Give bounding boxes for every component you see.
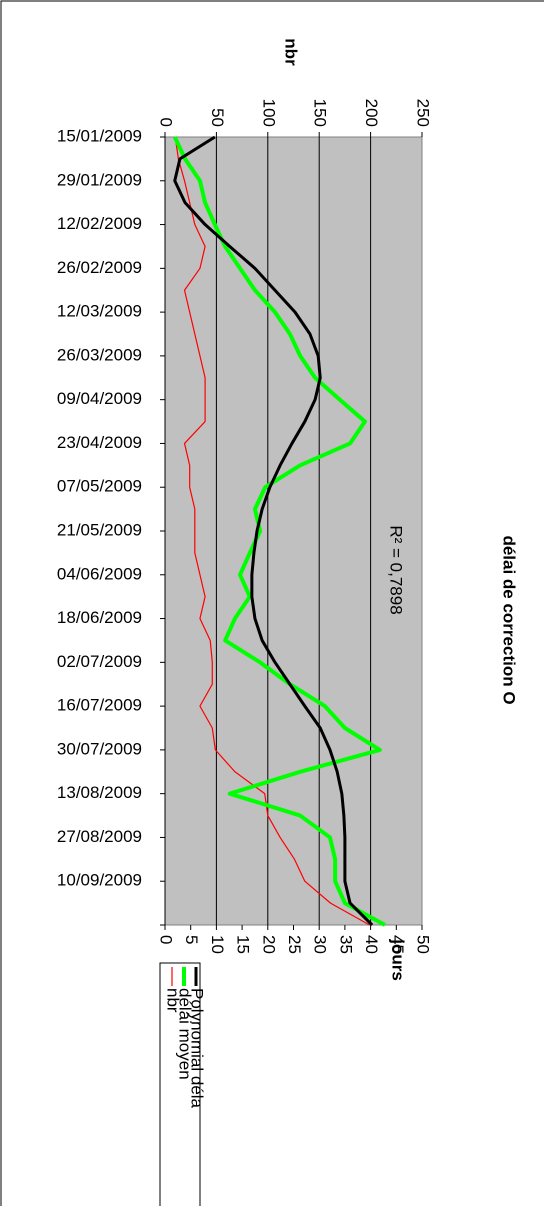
y2-axis-title: nbr (282, 38, 301, 66)
y-tick-label: 15 (234, 935, 253, 954)
x-tick-label: 27/08/2009 (57, 827, 142, 846)
x-tick-label: 02/07/2009 (57, 652, 142, 671)
legend-label: Polynomial déla (188, 988, 207, 1109)
y-axis-title: jours (389, 938, 408, 981)
y2-tick-label: 0 (157, 118, 176, 127)
x-tick-label: 15/01/2009 (57, 126, 142, 145)
x-tick-label: 12/03/2009 (57, 302, 142, 321)
x-tick-label: 23/04/2009 (57, 433, 142, 452)
y-tick-label: 20 (259, 935, 278, 954)
y2-tick-label: 150 (311, 99, 330, 127)
x-tick-label: 16/07/2009 (57, 696, 142, 715)
legend-label: délai moyen (176, 988, 195, 1080)
x-tick-label: 26/02/2009 (57, 258, 142, 277)
y2-tick-label: 250 (414, 99, 433, 127)
x-tick-label: 10/09/2009 (57, 871, 142, 890)
series-line (172, 136, 386, 927)
series-line (173, 135, 374, 927)
x-tick-label: 12/02/2009 (57, 214, 142, 233)
y-tick-label: 40 (362, 935, 381, 954)
legend-box (159, 962, 201, 1211)
plot-area (164, 136, 423, 926)
y-tick-label: 10 (208, 935, 227, 954)
y-tick-label: 45 (388, 935, 407, 954)
x-tick-label: 07/05/2009 (57, 477, 142, 496)
y-tick-label: 25 (285, 935, 304, 954)
x-tick-label: 04/06/2009 (57, 564, 142, 583)
y-tick-label: 30 (311, 935, 330, 954)
series-line (174, 136, 370, 926)
y2-tick-label: 200 (362, 99, 381, 127)
y2-tick-label: 100 (259, 99, 278, 127)
y2-tick-label: 50 (208, 108, 227, 127)
y-tick-label: 0 (157, 935, 176, 944)
x-tick-label: 18/06/2009 (57, 608, 142, 627)
x-tick-label: 09/04/2009 (57, 389, 142, 408)
x-tick-label: 21/05/2009 (57, 520, 142, 539)
y-tick-label: 50 (414, 935, 433, 954)
legend-label: nbr (164, 988, 183, 1013)
x-tick-label: 29/01/2009 (57, 170, 142, 189)
x-tick-label: 30/07/2009 (57, 739, 142, 758)
y-tick-label: 35 (336, 935, 355, 954)
y-tick-label: 5 (182, 935, 201, 944)
chart-title: délai de correction O (500, 535, 519, 704)
x-tick-label: 13/08/2009 (57, 783, 142, 802)
r-squared-annotation: R² = 0,7898 (387, 525, 406, 614)
x-tick-label: 26/03/2009 (57, 345, 142, 364)
